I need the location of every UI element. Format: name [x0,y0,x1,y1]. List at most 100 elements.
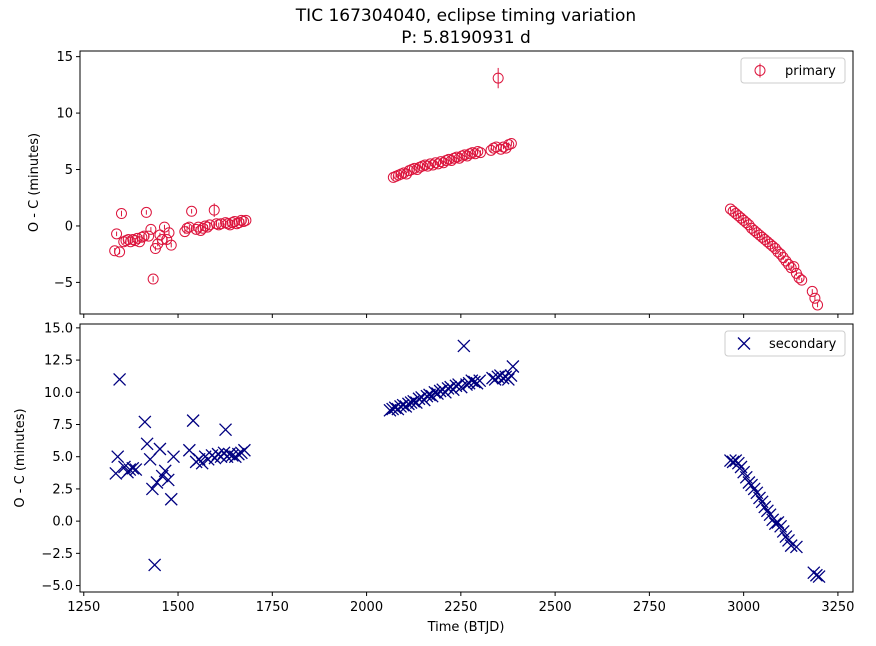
bottom-panel: −5.0 −2.5 0.0 2.5 5.0 7.5 10.0 12.5 15.0 1250 1500… [13,321,854,615]
x-tick-label: 3250 [821,600,854,615]
point-marker [240,214,252,226]
data-point [143,230,155,242]
data-point [111,228,123,240]
point-marker [136,231,148,243]
data-point [150,476,164,489]
data-point [148,558,162,572]
point-marker [793,272,805,284]
point-marker [208,204,220,216]
data-point [789,540,803,554]
data-point [486,371,499,385]
data-point [812,299,824,311]
y-tick-label: 5 [65,163,73,178]
y-tick-label: 0.0 [52,515,73,530]
y-tick-label: −2.5 [41,547,73,562]
data-point [231,447,245,461]
y-tick-label: 12.5 [44,354,73,369]
point-marker [165,239,177,251]
data-point [771,515,785,529]
top-panel: −5 0 5 10 15 O - C (minutes) primary [27,50,854,318]
data-point [806,285,818,297]
point-marker [788,261,800,273]
data-point [158,464,172,478]
point-marker [186,205,198,217]
data-point [496,371,510,385]
data-point [404,396,418,410]
point-marker [111,228,123,240]
data-point [126,461,140,475]
x-tick-label: 2500 [539,600,572,615]
plot-frame [79,323,854,593]
data-point [386,402,400,416]
x-tick-label: 1500 [161,600,194,615]
data-point [428,385,442,399]
data-point [474,147,486,159]
data-point [777,252,789,264]
data-point [784,539,798,553]
legend-marker [737,337,751,350]
legend-box [740,57,846,84]
data-point [164,492,178,506]
x-tick-label: 2250 [444,600,477,615]
point-marker [812,299,824,311]
data-point [238,215,250,227]
data-point [780,255,792,267]
y-axis-label: O - C (minutes) [13,408,28,507]
data-point [812,570,826,583]
series-secondary [109,339,826,583]
point-marker [163,227,175,239]
plot-frame [79,50,854,315]
legend-label: primary [785,64,836,79]
data-point [213,219,225,231]
point-marker [143,230,155,242]
point-marker [437,157,449,169]
data-point [145,223,157,235]
data-point [809,292,821,304]
point-marker [140,206,152,218]
legend-box [724,330,846,357]
point-marker [775,248,787,260]
legend: primary [740,57,846,84]
legend: secondary [724,330,846,357]
data-point [204,219,216,231]
data-point [449,379,463,393]
data-point [433,384,447,398]
x-tick-label: 3000 [727,600,760,615]
legend-label: secondary [769,337,837,352]
point-marker [461,150,473,162]
data-point [240,214,252,226]
chart-title: TIC 167304040, eclipse timing variation [295,6,636,26]
series-primary [109,67,824,311]
data-point [441,381,455,395]
data-point [412,392,426,406]
data-point [167,450,180,464]
point-marker [114,246,126,258]
data-point [809,568,823,582]
data-point [796,274,808,286]
y-tick-label: 10 [56,107,73,122]
data-point [208,203,220,217]
data-point [460,378,473,392]
data-point [501,372,515,386]
y-tick-label: 7.5 [52,418,73,433]
point-marker [445,154,457,166]
point-marker [115,208,127,220]
data-point [492,67,504,89]
x-tick-label: 2000 [350,600,383,615]
data-point [136,231,148,243]
data-point [775,248,787,260]
point-marker [453,152,465,164]
data-point [753,491,766,505]
y-tick-label: 15.0 [44,321,73,336]
data-point [186,414,200,428]
point-marker [505,138,517,150]
point-marker [777,252,789,264]
data-point [115,208,127,220]
data-point [153,442,167,456]
data-point [788,261,800,273]
data-point [140,206,152,218]
data-point [745,478,759,492]
data-point [396,398,410,412]
point-marker [492,72,504,84]
